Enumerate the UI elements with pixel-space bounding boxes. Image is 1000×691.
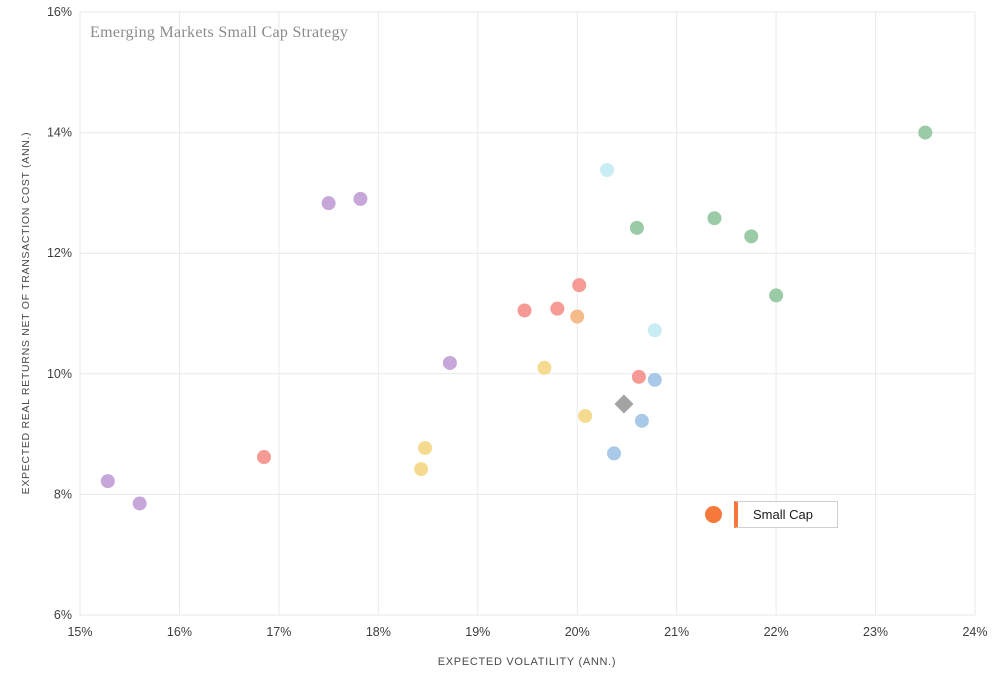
- data-point-blue: [634, 413, 649, 428]
- x-tick-label: 20%: [565, 625, 590, 639]
- data-point-green: [769, 288, 784, 303]
- data-point-purple: [442, 355, 457, 370]
- data-point-salmon: [572, 278, 587, 293]
- chart-title: Emerging Markets Small Cap Strategy: [90, 24, 349, 41]
- x-tick-label: 16%: [167, 625, 192, 639]
- data-point-salmon: [256, 450, 271, 465]
- data-point-purple: [132, 496, 147, 511]
- x-tick-label: 23%: [863, 625, 888, 639]
- legend: Small Cap: [705, 501, 838, 528]
- x-tick-label: 19%: [465, 625, 490, 639]
- data-point-green: [629, 220, 644, 235]
- data-point-purple: [353, 191, 368, 206]
- y-tick-label: 8%: [54, 487, 72, 501]
- data-point-orange: [570, 309, 585, 324]
- data-point-green: [744, 229, 759, 244]
- data-point-blue: [607, 446, 622, 461]
- data-point-salmon: [550, 301, 565, 316]
- x-tick-label: 15%: [67, 625, 92, 639]
- data-point-purple: [100, 474, 115, 489]
- data-point-yellow: [537, 360, 552, 375]
- data-point-blue: [647, 372, 662, 387]
- x-tick-label: 24%: [962, 625, 987, 639]
- y-tick-label: 16%: [47, 5, 72, 19]
- data-point-salmon: [631, 369, 646, 384]
- data-point-strategy-diamond: [614, 394, 634, 414]
- data-point-yellow: [578, 409, 593, 424]
- y-tick-label: 6%: [54, 608, 72, 622]
- data-point-salmon: [517, 303, 532, 318]
- data-point-cyan: [647, 323, 662, 338]
- data-point-purple: [321, 196, 336, 211]
- x-tick-label: 17%: [266, 625, 291, 639]
- y-tick-label: 12%: [47, 246, 72, 260]
- data-point-green: [707, 211, 722, 226]
- y-axis-title: EXPECTED REAL RETURNS NET OF TRANSACTION…: [20, 131, 32, 495]
- data-point-yellow: [418, 440, 433, 455]
- data-point-green: [918, 125, 933, 140]
- data-point-yellow: [414, 462, 429, 477]
- x-tick-label: 21%: [664, 625, 689, 639]
- x-tick-label: 22%: [764, 625, 789, 639]
- y-tick-label: 14%: [47, 126, 72, 140]
- x-axis-title: EXPECTED VOLATILITY (ANN.): [437, 656, 617, 668]
- legend-swatch-small-cap: [705, 506, 722, 523]
- y-tick-label: 10%: [47, 367, 72, 381]
- x-tick-label: 18%: [366, 625, 391, 639]
- legend-box: Small Cap: [734, 501, 838, 528]
- legend-label: Small Cap: [753, 507, 813, 522]
- data-point-cyan: [600, 162, 615, 177]
